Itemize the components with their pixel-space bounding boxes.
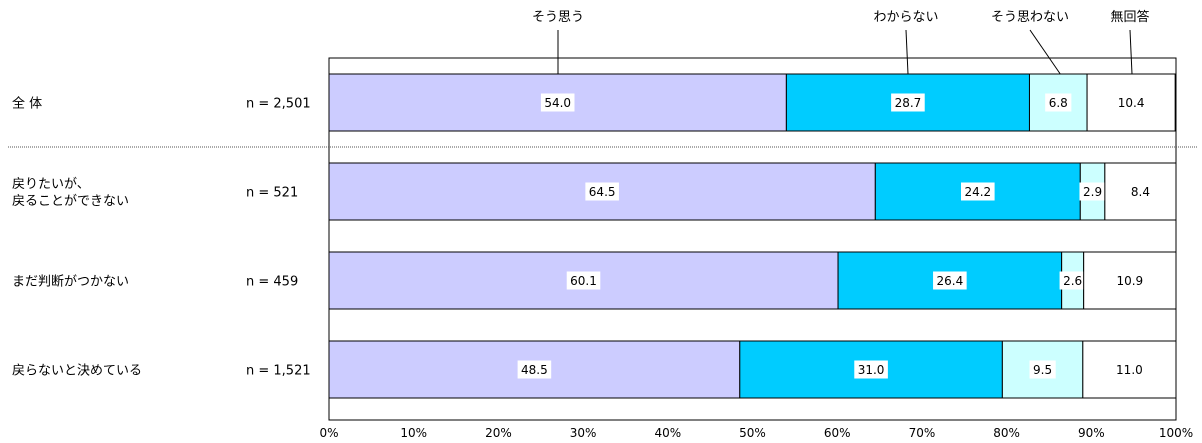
value-label: 26.4: [936, 274, 963, 288]
value-label-bg: [1045, 93, 1072, 112]
legend-leader-line: [1129, 29, 1133, 75]
value-label-bg: [540, 93, 575, 112]
value-label-bg: [854, 360, 888, 379]
value-label-bg: [1112, 360, 1147, 379]
plot-frame: [328, 57, 1177, 421]
legend-label: 無回答: [1110, 9, 1149, 25]
value-label: 54.0: [544, 96, 571, 110]
x-tick-label: 80%: [993, 426, 1020, 440]
value-label: 64.5: [589, 185, 616, 199]
value-label-bg: [566, 271, 601, 290]
value-label-bg: [1113, 271, 1147, 290]
value-label-bg: [1029, 360, 1056, 379]
x-tick-label: 50%: [739, 426, 766, 440]
value-label: 24.2: [964, 185, 991, 199]
n-label: n = 1,521: [246, 364, 311, 379]
value-label: 6.8: [1049, 96, 1068, 110]
n-label: n = 459: [246, 275, 298, 290]
value-label-bg: [585, 182, 619, 201]
legend-label: わからない: [873, 10, 938, 25]
x-tick-label: 90%: [1078, 426, 1105, 440]
value-label-bg: [1127, 182, 1154, 201]
category-label: 戻らないと決めている: [12, 364, 142, 379]
legend-label: そう思わない: [991, 10, 1069, 25]
value-label-bg: [961, 182, 995, 201]
legend-leader-line: [905, 29, 909, 75]
value-label: 2.9: [1083, 185, 1102, 199]
value-label-bg: [1114, 93, 1148, 112]
x-tick-label: 30%: [570, 426, 597, 440]
x-tick-label: 40%: [654, 426, 681, 440]
value-label: 11.0: [1116, 363, 1143, 377]
category-label: まだ判断がつかない: [12, 275, 129, 290]
category-label: 戻ることができない: [12, 194, 129, 209]
category-label: 戻りたいが、: [12, 177, 90, 192]
value-label: 8.4: [1131, 185, 1150, 199]
x-tick-label: 100%: [1159, 426, 1193, 440]
value-label: 2.6: [1063, 274, 1082, 288]
legend-leader-line: [1029, 29, 1061, 75]
x-tick-label: 0%: [319, 426, 338, 440]
value-label: 60.1: [570, 274, 597, 288]
value-label: 48.5: [521, 363, 548, 377]
value-label: 31.0: [858, 363, 885, 377]
value-label-bg: [891, 93, 925, 112]
x-tick-label: 60%: [824, 426, 851, 440]
x-tick-label: 20%: [485, 426, 512, 440]
legend-label: そう思う: [532, 10, 584, 25]
value-label: 10.9: [1116, 274, 1143, 288]
value-label-bg: [933, 271, 967, 290]
category-label: 全 体: [12, 96, 42, 112]
n-label: n = 2,501: [246, 97, 311, 112]
bar-segment: [328, 340, 741, 399]
value-label: 9.5: [1033, 363, 1052, 377]
value-label-bg: [1079, 182, 1106, 201]
x-tick-label: 10%: [400, 426, 427, 440]
value-label: 28.7: [895, 96, 922, 110]
n-label: n = 521: [246, 186, 298, 201]
value-label-bg: [517, 360, 552, 379]
value-label-bg: [1059, 271, 1086, 290]
value-label: 10.4: [1118, 96, 1145, 110]
x-tick-label: 70%: [909, 426, 936, 440]
